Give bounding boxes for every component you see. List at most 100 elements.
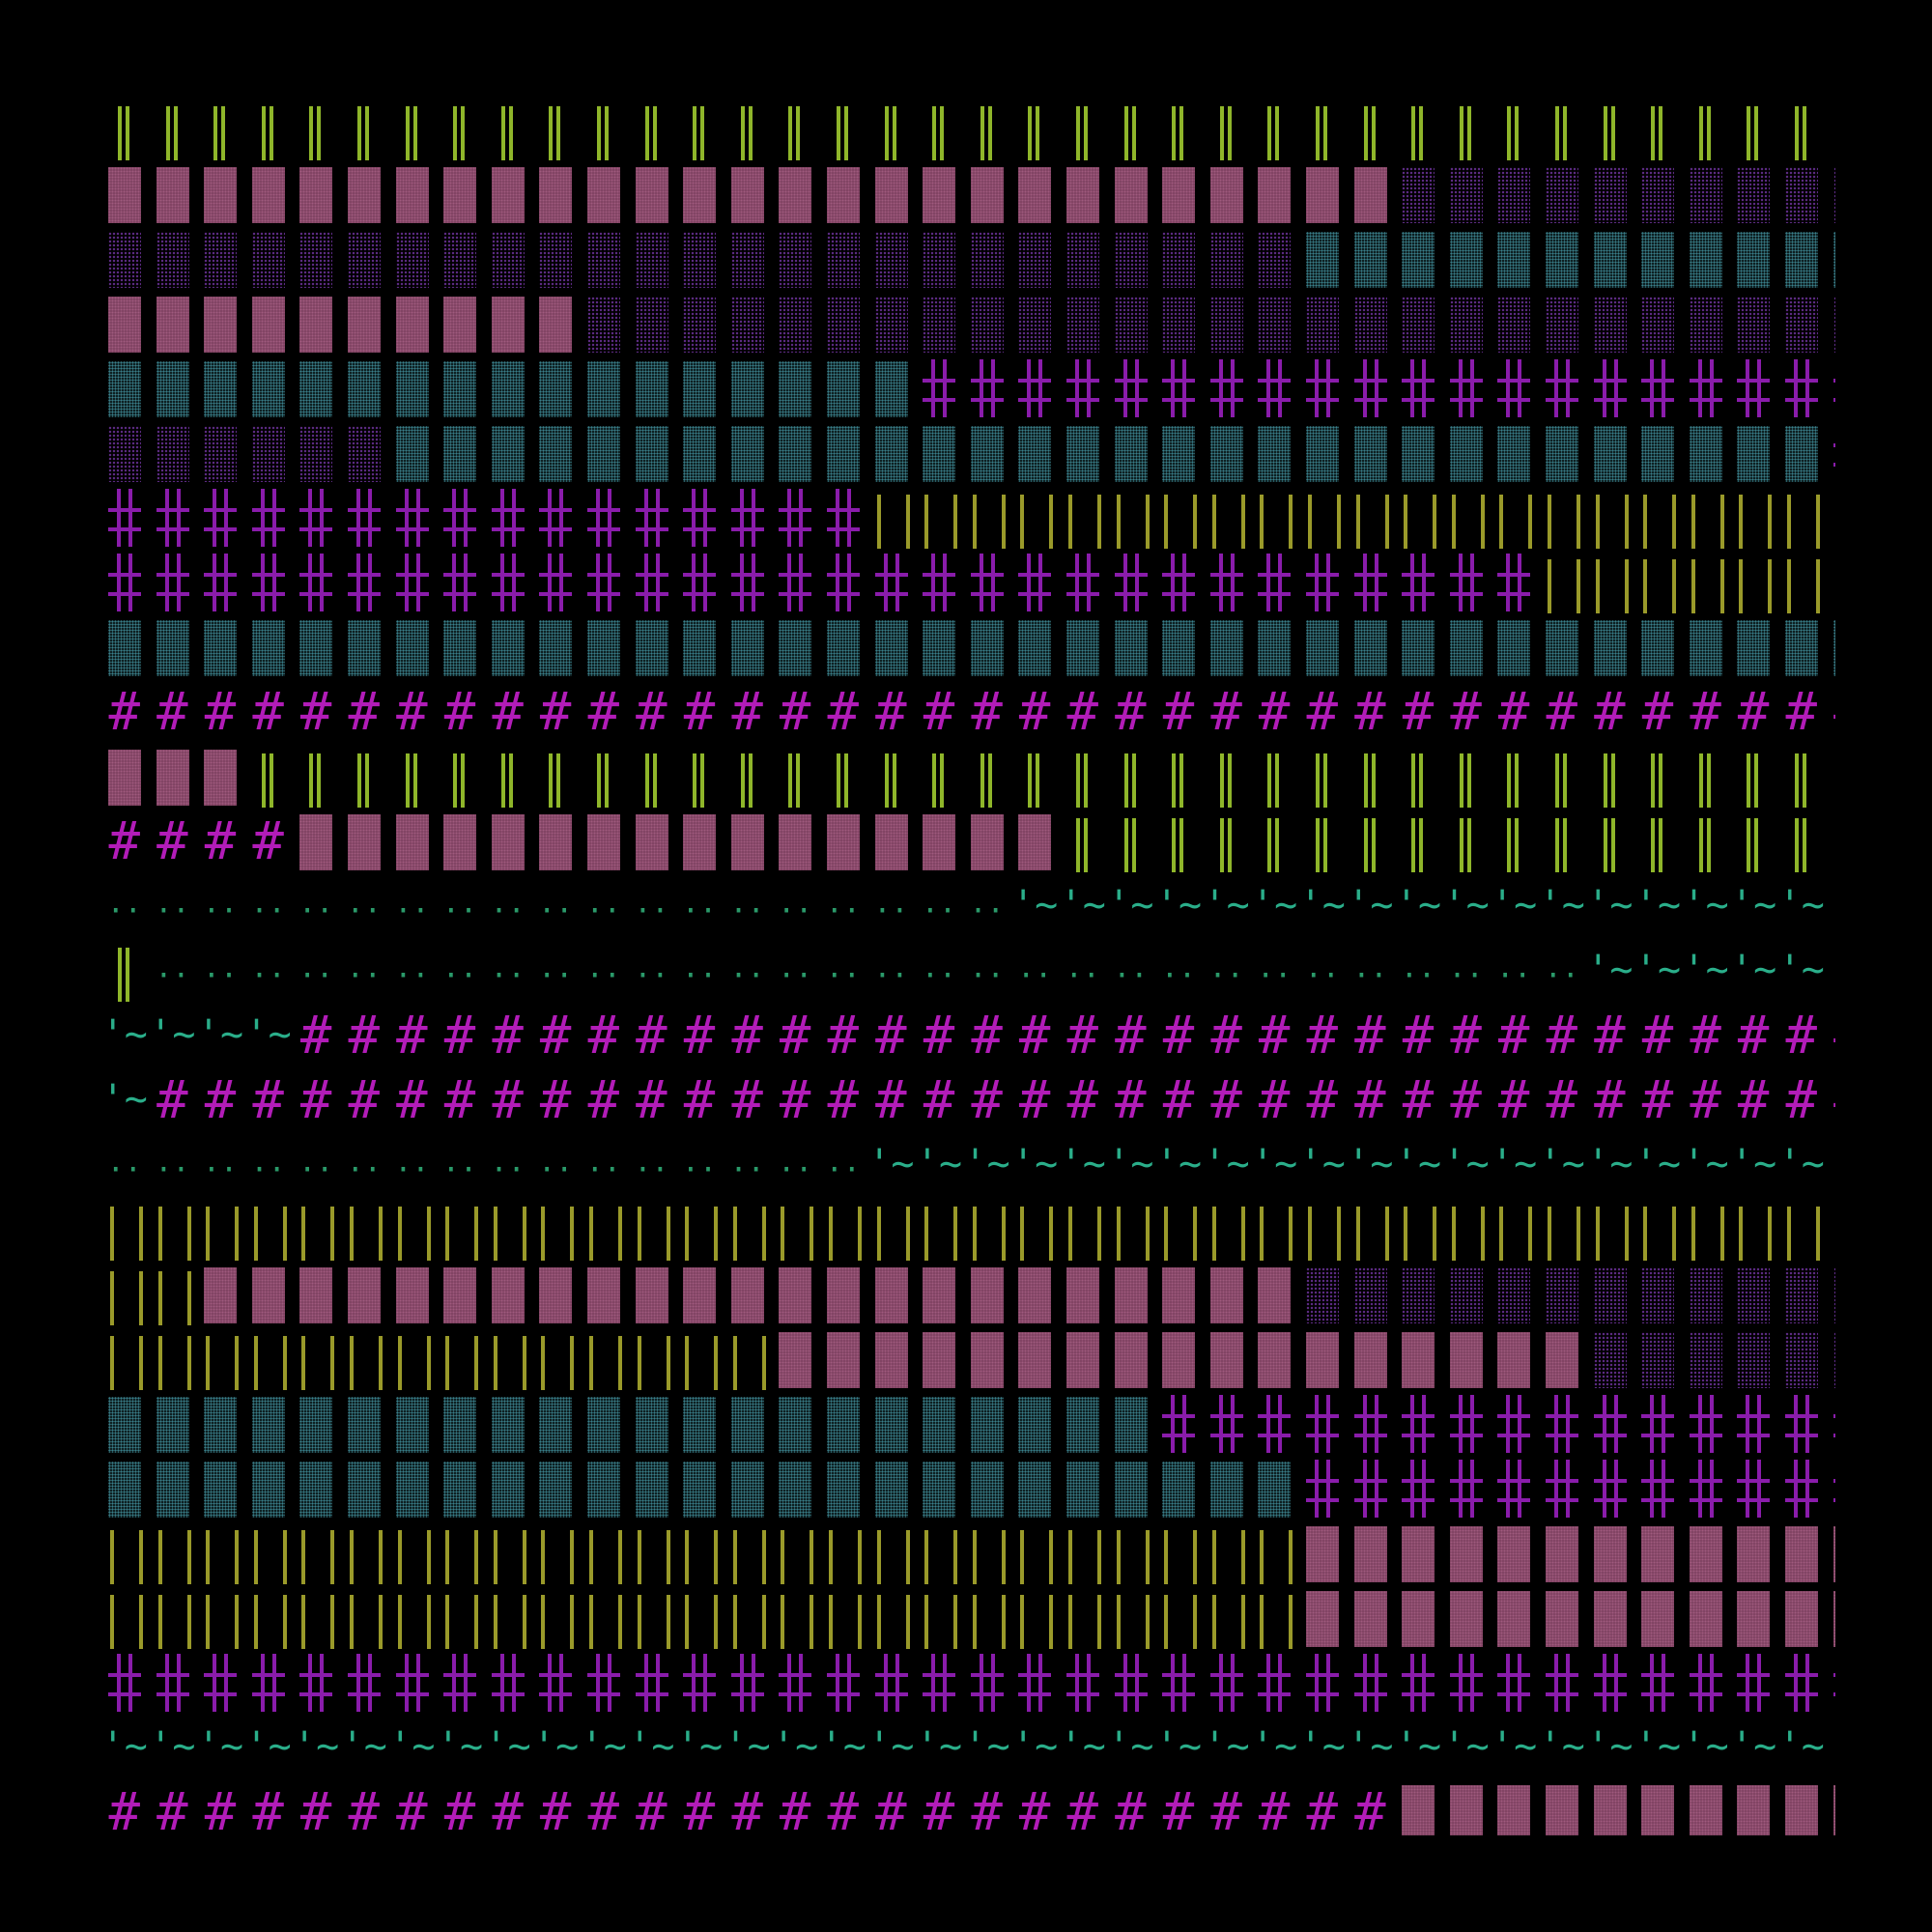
hash-glyph: # [1210,1781,1242,1835]
glyph-row [100,1326,1835,1391]
dots-glyph: ·· [778,895,813,928]
tilde-glyph: '~ [293,1724,340,1769]
double-bar-glyph [1250,744,1298,809]
cross-glyph [724,1650,772,1715]
teal-dot-glyph [340,1456,388,1520]
single-bar-glyph [436,1585,484,1650]
purple-dot-glyph [1442,1262,1491,1326]
tilde-glyph: '~ [1107,1142,1154,1186]
tilde-glyph: '~ [1011,1724,1059,1769]
purple-dot-glyph [292,226,340,291]
hash-glyph: # [683,1781,716,1835]
tilde-glyph: '~ [1394,883,1442,927]
purple-dot-glyph [340,226,388,291]
cross-glyph [675,1650,724,1715]
hash-glyph: # [1402,1069,1435,1130]
glyph-row [100,1456,1835,1520]
double-bar-glyph [1826,744,1835,809]
purple-dot-glyph [1682,1326,1730,1391]
cross-glyph [1777,1391,1826,1456]
glyph-row [100,1197,1835,1262]
tilde-glyph: '~ [244,1012,292,1057]
double-bar-glyph [771,97,819,161]
hash-glyph: # [1497,1069,1530,1130]
purple-dot-glyph [1682,291,1730,355]
rose-block-glyph [1298,1326,1347,1391]
dots-glyph: ·· [1496,959,1532,993]
double-bar-glyph [1442,809,1491,873]
purple-dot-glyph [1490,291,1538,355]
teal-dot-glyph [149,1456,197,1520]
tilde-glyph: '~ [196,1724,244,1769]
rose-block-glyph [580,1262,628,1326]
single-bar-glyph [1059,1585,1107,1650]
rose-block-glyph [1777,1779,1826,1835]
tilde-glyph: '~ [1442,883,1490,927]
tilde-glyph: '~ [1586,1724,1634,1769]
purple-dot-glyph [1586,1262,1634,1326]
purple-dot-glyph [1634,161,1682,226]
hash-glyph: # [1066,1005,1099,1065]
rose-block-glyph [1154,1262,1203,1326]
rose-block-glyph [819,809,867,873]
hash-glyph: # [1306,681,1339,742]
tilde-glyph: '~ [1682,1142,1729,1186]
tilde-glyph: '~ [1107,883,1154,927]
hash-glyph: # [1690,1069,1721,1130]
teal-dot-glyph [1729,614,1777,679]
tilde-glyph: '~ [1011,883,1059,927]
single-bar-glyph [675,1197,724,1262]
single-bar-glyph [149,1585,197,1650]
cross-glyph [963,550,1011,614]
hash-glyph: # [1450,1069,1482,1130]
rose-block-glyph [915,809,963,873]
dots-glyph: ·· [441,959,478,993]
rose-block-glyph [340,1262,388,1326]
tilde-glyph: '~ [1347,1724,1394,1769]
hash-glyph: # [348,1005,381,1065]
single-bar-glyph [1394,485,1442,550]
double-bar-glyph [1347,97,1395,161]
tilde-glyph: '~ [1298,1142,1346,1186]
glyph-row [100,97,1835,161]
rose-block-glyph [388,809,437,873]
cross-glyph [1394,1456,1442,1520]
teal-dot-glyph [531,1456,580,1520]
hash-glyph: # [108,681,141,742]
teal-dot-glyph [1394,420,1442,485]
single-bar-glyph [580,1520,628,1585]
cross-glyph [1634,355,1682,420]
double-bar-glyph [1538,97,1586,161]
single-bar-glyph [531,1520,580,1585]
dots-glyph: ·· [250,959,286,993]
single-bar-glyph [149,1326,197,1391]
cross-glyph [1203,1391,1251,1456]
rose-block-glyph [1059,1262,1107,1326]
teal-dot-glyph [196,1456,244,1520]
cross-glyph [1394,1391,1442,1456]
rose-block-glyph [1250,1262,1298,1326]
single-bar-glyph [1442,485,1491,550]
single-bar-glyph [1442,1197,1491,1262]
rose-block-glyph [1442,1779,1491,1835]
single-bar-glyph [244,1326,293,1391]
hash-glyph: # [299,681,332,742]
double-bar-glyph [628,97,676,161]
teal-dot-glyph [436,1391,484,1456]
rose-block-glyph [1010,809,1059,873]
double-bar-glyph [340,744,388,809]
teal-dot-glyph [484,420,532,485]
hash-glyph: # [539,681,572,742]
teal-dot-glyph [675,420,724,485]
single-bar-glyph [1729,485,1777,550]
single-bar-glyph [1154,1585,1203,1650]
hash-glyph: # [875,1005,907,1065]
double-bar-glyph [1059,809,1107,873]
tilde-glyph: '~ [1538,883,1585,927]
teal-dot-glyph [1154,1456,1203,1520]
dots-glyph: ·· [825,959,861,993]
single-bar-glyph [1826,550,1835,614]
hash-glyph: # [827,1781,860,1835]
cross-glyph [724,550,772,614]
teal-dot-glyph [1059,1391,1107,1456]
